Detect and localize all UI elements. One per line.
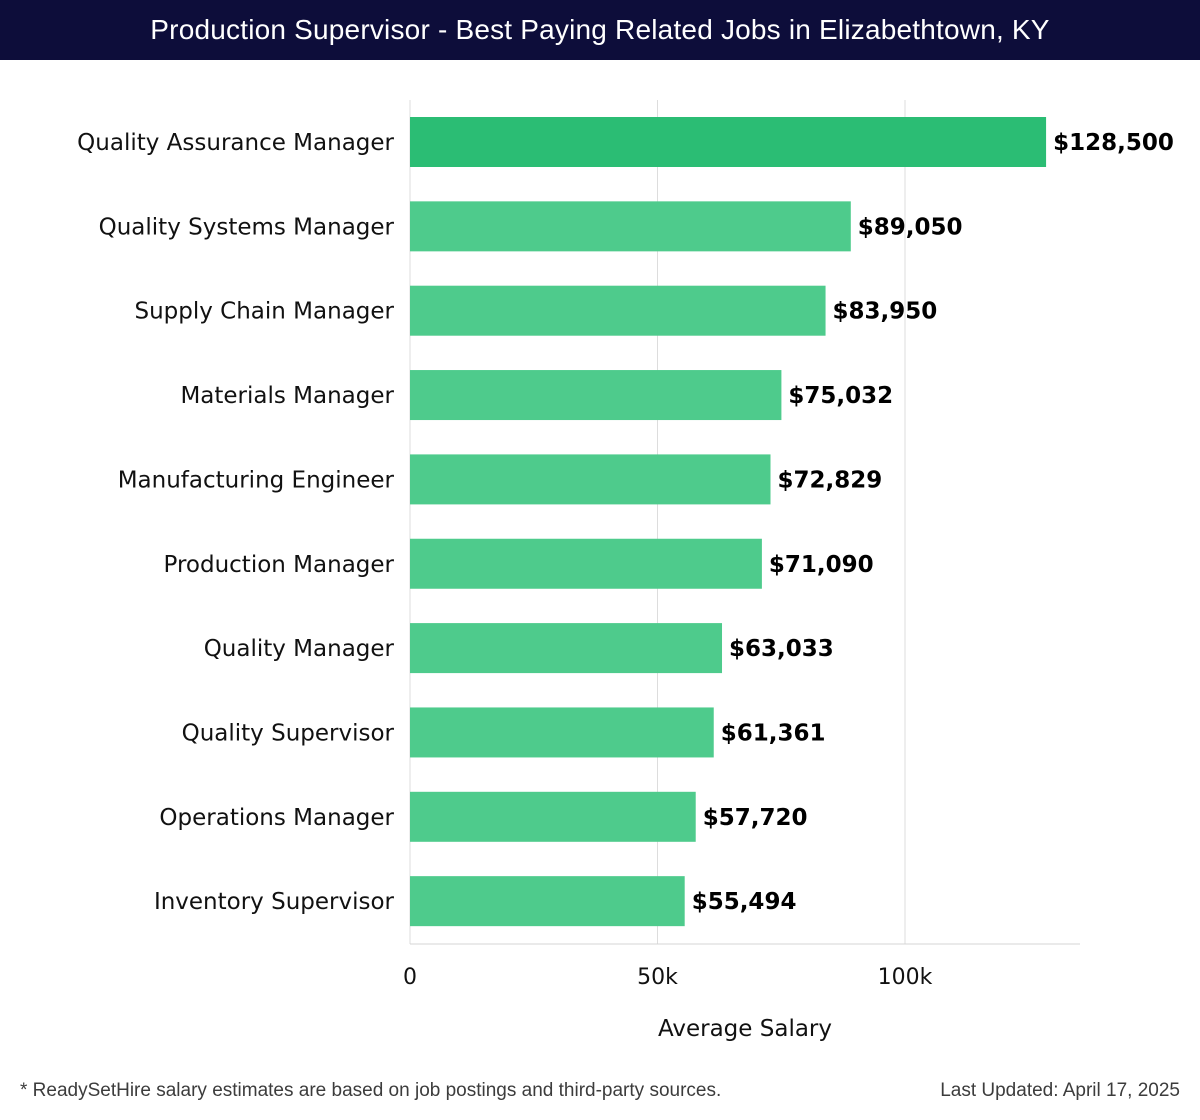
salary-bar-chart: Quality Assurance Manager $128,500 Quality… xyxy=(77,100,1174,1042)
x-tick-label: 50k xyxy=(637,965,678,990)
chart-title: Production Supervisor - Best Paying Rela… xyxy=(150,14,1050,45)
value-label: $128,500 xyxy=(1053,130,1174,156)
value-label: $61,361 xyxy=(721,720,826,746)
bar xyxy=(410,707,714,758)
x-axis: 0 50k 100k Average Salary xyxy=(403,943,1080,1042)
bar xyxy=(410,370,782,421)
category-label: Quality Supervisor xyxy=(182,720,395,746)
chart-header: Production Supervisor - Best Paying Rela… xyxy=(0,0,1200,60)
value-label: $71,090 xyxy=(769,552,874,578)
value-label: $63,033 xyxy=(729,636,834,662)
value-label: $57,720 xyxy=(703,805,808,831)
x-axis-title: Average Salary xyxy=(658,1016,832,1042)
bar xyxy=(410,285,826,336)
bar xyxy=(410,876,685,927)
value-label: $72,829 xyxy=(778,467,883,493)
category-label: Quality Systems Manager xyxy=(99,214,395,240)
category-label: Quality Manager xyxy=(204,636,395,662)
x-tick-label: 100k xyxy=(878,965,933,990)
category-label: Operations Manager xyxy=(159,805,394,831)
value-label: $75,032 xyxy=(788,383,893,409)
x-tick-label: 0 xyxy=(403,965,417,990)
category-label: Production Manager xyxy=(164,552,395,578)
bar xyxy=(410,623,723,674)
label-layer: Quality Assurance Manager $128,500 Quality… xyxy=(77,130,1174,915)
category-label: Supply Chain Manager xyxy=(134,299,394,325)
value-label: $89,050 xyxy=(858,214,963,240)
value-label: $83,950 xyxy=(833,299,938,325)
category-label: Materials Manager xyxy=(180,383,394,409)
bar xyxy=(410,538,762,589)
category-label: Manufacturing Engineer xyxy=(118,467,395,493)
bar-layer xyxy=(410,117,1047,927)
bar xyxy=(410,117,1047,167)
bar xyxy=(410,201,851,252)
value-label: $55,494 xyxy=(692,889,797,915)
category-label: Quality Assurance Manager xyxy=(77,130,394,156)
bar xyxy=(410,791,696,842)
bar xyxy=(410,454,771,505)
last-updated: Last Updated: April 17, 2025 xyxy=(940,1080,1180,1101)
footer-note: * ReadySetHire salary estimates are base… xyxy=(20,1080,722,1101)
category-label: Inventory Supervisor xyxy=(154,889,395,915)
